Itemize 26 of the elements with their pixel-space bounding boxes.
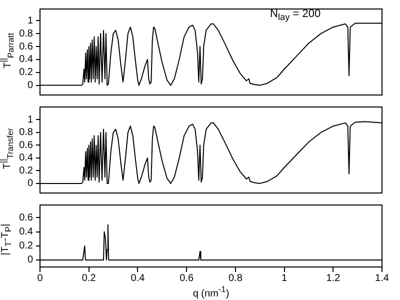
y-tick-label: 0.6 [19, 140, 34, 151]
x-axis-title: q (nm$^{-1}$) [192, 284, 230, 300]
x-tick-label: 0 [37, 272, 44, 284]
x-tick-label: 0.2 [82, 272, 96, 284]
x-tick-label: 0.6 [180, 272, 194, 284]
y-tick-label: 0.2 [19, 240, 34, 252]
x-tick-label: 0.8 [228, 272, 243, 284]
y-tick-label: 0 [27, 178, 34, 190]
y-tick-label: 0.8 [19, 127, 34, 138]
y-tick-label: 0.2 [19, 67, 34, 78]
y-tick-label: 0.4 [19, 54, 34, 66]
y-tick-label: 0 [27, 80, 34, 92]
x-tick-label: 1 [282, 272, 288, 284]
y-tick-label: 0.8 [19, 28, 34, 40]
y-tick-label: 0.2 [19, 165, 34, 176]
y-tick-label: 0.4 [19, 152, 34, 164]
x-tick-label: 1.2 [326, 272, 341, 284]
y-tick-label: 1 [27, 15, 34, 26]
annotation: N$_{lay}$ = 200 [270, 8, 321, 22]
y-tick-label: 0.4 [19, 226, 34, 238]
y-tick-label: 0.6 [19, 41, 34, 52]
y-tick-label: 1 [27, 114, 34, 126]
x-tick-label: 1.4 [375, 272, 390, 284]
x-tick-label: 0.4 [130, 272, 146, 284]
y-tick-label: 0.6 [19, 212, 34, 224]
y-tick-label: 0 [27, 254, 34, 266]
